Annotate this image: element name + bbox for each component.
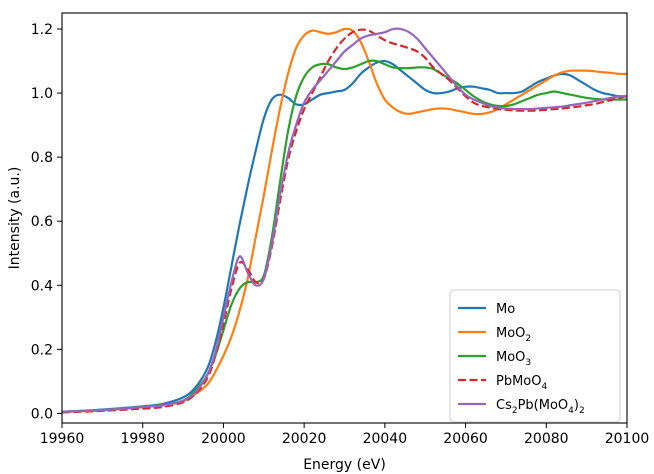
x-tick-label: 20060 <box>443 431 488 447</box>
y-tick-label: 1.2 <box>31 22 53 38</box>
x-tick-label: 20100 <box>605 431 650 447</box>
x-tick-label: 19980 <box>120 431 165 447</box>
y-tick-label: 0.8 <box>31 150 53 166</box>
x-axis-label: Energy (eV) <box>303 457 386 473</box>
legend-label: MoO3 <box>496 350 531 368</box>
legend-label: MoO2 <box>496 326 531 344</box>
legend-label: Mo <box>496 302 515 317</box>
x-tick-label: 20000 <box>201 431 246 447</box>
series-line-4 <box>61 27 628 413</box>
legend-label: PbMoO4 <box>496 374 548 392</box>
series-layer <box>61 27 628 414</box>
y-tick-label: 1.0 <box>31 86 53 102</box>
series-line-3 <box>61 28 628 414</box>
x-tick-label: 20020 <box>282 431 327 447</box>
legend-label: Cs2Pb(MoO4)2 <box>496 398 585 416</box>
y-tick-label: 0.2 <box>31 342 53 358</box>
series-line-2 <box>61 59 627 413</box>
x-tick-label: 20080 <box>524 431 569 447</box>
y-tick-label: 0.6 <box>31 214 53 230</box>
y-axis-label: Intensity (a.u.) <box>7 167 23 270</box>
y-tick-label: 0.4 <box>31 278 53 294</box>
x-tick-label: 20040 <box>363 431 408 447</box>
series-line-1 <box>61 27 628 413</box>
legend: Mo MoO2 MoO3 PbMoO4 Cs2Pb(MoO4)2 <box>449 289 621 423</box>
legend-box <box>449 289 621 423</box>
plot-frame <box>61 12 628 424</box>
y-tick-label: 0.0 <box>31 406 53 422</box>
ticks-layer: 19960 19980 20000 20020 20040 20060 20080 20100… <box>31 22 650 447</box>
x-tick-label: 19960 <box>40 431 85 447</box>
